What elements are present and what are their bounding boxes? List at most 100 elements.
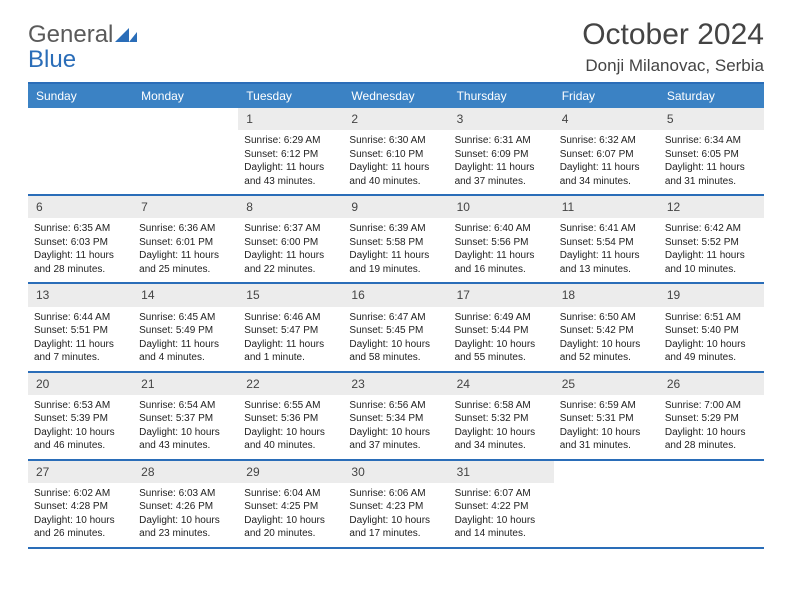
day-label: Monday: [133, 84, 238, 108]
day-cell: 8Sunrise: 6:37 AMSunset: 6:00 PMDaylight…: [238, 196, 343, 282]
day-cell: 31Sunrise: 6:07 AMSunset: 4:22 PMDayligh…: [449, 461, 554, 547]
sunset-text: Sunset: 5:51 PM: [34, 324, 127, 338]
day-number: 19: [659, 284, 764, 306]
day-body: Sunrise: 6:06 AMSunset: 4:23 PMDaylight:…: [343, 483, 448, 547]
day-body: Sunrise: 6:59 AMSunset: 5:31 PMDaylight:…: [554, 395, 659, 459]
day-body: Sunrise: 6:42 AMSunset: 5:52 PMDaylight:…: [659, 218, 764, 282]
day-body: Sunrise: 6:30 AMSunset: 6:10 PMDaylight:…: [343, 130, 448, 194]
sunrise-text: Sunrise: 6:07 AM: [455, 487, 548, 501]
sunset-text: Sunset: 5:39 PM: [34, 412, 127, 426]
day-body: Sunrise: 6:47 AMSunset: 5:45 PMDaylight:…: [343, 307, 448, 371]
sunset-text: Sunset: 4:28 PM: [34, 500, 127, 514]
sunrise-text: Sunrise: 6:56 AM: [349, 399, 442, 413]
sunrise-text: Sunrise: 6:47 AM: [349, 311, 442, 325]
daylight-text: Daylight: 10 hours and 17 minutes.: [349, 514, 442, 541]
day-number: 4: [554, 108, 659, 130]
day-body: Sunrise: 6:36 AMSunset: 6:01 PMDaylight:…: [133, 218, 238, 282]
sunrise-text: Sunrise: 6:42 AM: [665, 222, 758, 236]
logo-mark-icon: [115, 22, 137, 47]
sunset-text: Sunset: 5:45 PM: [349, 324, 442, 338]
day-number: 15: [238, 284, 343, 306]
day-body: Sunrise: 6:51 AMSunset: 5:40 PMDaylight:…: [659, 307, 764, 371]
calendar-week: 20Sunrise: 6:53 AMSunset: 5:39 PMDayligh…: [28, 373, 764, 461]
day-cell: 14Sunrise: 6:45 AMSunset: 5:49 PMDayligh…: [133, 284, 238, 370]
day-cell: [554, 461, 659, 547]
day-number: 26: [659, 373, 764, 395]
location-label: Donji Milanovac, Serbia: [582, 56, 764, 76]
sunrise-text: Sunrise: 6:02 AM: [34, 487, 127, 501]
day-number: 22: [238, 373, 343, 395]
sunrise-text: Sunrise: 6:36 AM: [139, 222, 232, 236]
day-cell: 3Sunrise: 6:31 AMSunset: 6:09 PMDaylight…: [449, 108, 554, 194]
day-cell: 24Sunrise: 6:58 AMSunset: 5:32 PMDayligh…: [449, 373, 554, 459]
daylight-text: Daylight: 10 hours and 58 minutes.: [349, 338, 442, 365]
daylight-text: Daylight: 11 hours and 25 minutes.: [139, 249, 232, 276]
daylight-text: Daylight: 10 hours and 28 minutes.: [665, 426, 758, 453]
daylight-text: Daylight: 10 hours and 40 minutes.: [244, 426, 337, 453]
sunrise-text: Sunrise: 6:39 AM: [349, 222, 442, 236]
daylight-text: Daylight: 11 hours and 31 minutes.: [665, 161, 758, 188]
sunset-text: Sunset: 6:07 PM: [560, 148, 653, 162]
daylight-text: Daylight: 10 hours and 43 minutes.: [139, 426, 232, 453]
sunrise-text: Sunrise: 6:31 AM: [455, 134, 548, 148]
daylight-text: Daylight: 11 hours and 1 minute.: [244, 338, 337, 365]
day-body: Sunrise: 6:04 AMSunset: 4:25 PMDaylight:…: [238, 483, 343, 547]
day-number: 21: [133, 373, 238, 395]
sunset-text: Sunset: 4:25 PM: [244, 500, 337, 514]
day-body: Sunrise: 6:58 AMSunset: 5:32 PMDaylight:…: [449, 395, 554, 459]
day-number: [133, 108, 238, 130]
day-cell: 11Sunrise: 6:41 AMSunset: 5:54 PMDayligh…: [554, 196, 659, 282]
day-number: 18: [554, 284, 659, 306]
page-title: October 2024: [582, 18, 764, 52]
daylight-text: Daylight: 10 hours and 46 minutes.: [34, 426, 127, 453]
logo: General Blue: [28, 22, 137, 72]
day-cell: 13Sunrise: 6:44 AMSunset: 5:51 PMDayligh…: [28, 284, 133, 370]
day-number: 20: [28, 373, 133, 395]
day-cell: [28, 108, 133, 194]
day-number: 6: [28, 196, 133, 218]
daylight-text: Daylight: 11 hours and 40 minutes.: [349, 161, 442, 188]
sunrise-text: Sunrise: 6:51 AM: [665, 311, 758, 325]
day-cell: 29Sunrise: 6:04 AMSunset: 4:25 PMDayligh…: [238, 461, 343, 547]
sunset-text: Sunset: 4:26 PM: [139, 500, 232, 514]
day-cell: 1Sunrise: 6:29 AMSunset: 6:12 PMDaylight…: [238, 108, 343, 194]
day-number: 31: [449, 461, 554, 483]
day-cell: 30Sunrise: 6:06 AMSunset: 4:23 PMDayligh…: [343, 461, 448, 547]
day-number: 1: [238, 108, 343, 130]
sunset-text: Sunset: 5:29 PM: [665, 412, 758, 426]
day-number: 10: [449, 196, 554, 218]
day-cell: 26 Sunrise: 7:00 AMSunset: 5:29 PMDayligh…: [659, 373, 764, 459]
daylight-text: Daylight: 11 hours and 28 minutes.: [34, 249, 127, 276]
day-number: 23: [343, 373, 448, 395]
sunset-text: Sunset: 6:05 PM: [665, 148, 758, 162]
sunrise-text: Sunrise: 6:58 AM: [455, 399, 548, 413]
day-number: 14: [133, 284, 238, 306]
day-body: Sunrise: 6:34 AMSunset: 6:05 PMDaylight:…: [659, 130, 764, 194]
calendar-week: 27Sunrise: 6:02 AMSunset: 4:28 PMDayligh…: [28, 461, 764, 549]
day-number: 25: [554, 373, 659, 395]
sunset-text: Sunset: 5:56 PM: [455, 236, 548, 250]
daylight-text: Daylight: 10 hours and 34 minutes.: [455, 426, 548, 453]
daylight-text: Daylight: 10 hours and 14 minutes.: [455, 514, 548, 541]
sunrise-text: Sunrise: 6:03 AM: [139, 487, 232, 501]
day-cell: 19Sunrise: 6:51 AMSunset: 5:40 PMDayligh…: [659, 284, 764, 370]
sunrise-text: Sunrise: 7:00 AM: [665, 399, 758, 413]
sunrise-text: Sunrise: 6:46 AM: [244, 311, 337, 325]
sunset-text: Sunset: 6:00 PM: [244, 236, 337, 250]
sunset-text: Sunset: 5:34 PM: [349, 412, 442, 426]
sunset-text: Sunset: 6:03 PM: [34, 236, 127, 250]
daylight-text: Daylight: 10 hours and 26 minutes.: [34, 514, 127, 541]
daylight-text: Daylight: 11 hours and 13 minutes.: [560, 249, 653, 276]
daylight-text: Daylight: 11 hours and 19 minutes.: [349, 249, 442, 276]
sunrise-text: Sunrise: 6:06 AM: [349, 487, 442, 501]
sunrise-text: Sunrise: 6:40 AM: [455, 222, 548, 236]
day-cell: 15Sunrise: 6:46 AMSunset: 5:47 PMDayligh…: [238, 284, 343, 370]
sunrise-text: Sunrise: 6:34 AM: [665, 134, 758, 148]
day-cell: 23Sunrise: 6:56 AMSunset: 5:34 PMDayligh…: [343, 373, 448, 459]
day-cell: 20Sunrise: 6:53 AMSunset: 5:39 PMDayligh…: [28, 373, 133, 459]
sunrise-text: Sunrise: 6:29 AM: [244, 134, 337, 148]
day-body: Sunrise: 6:37 AMSunset: 6:00 PMDaylight:…: [238, 218, 343, 282]
sunrise-text: Sunrise: 6:41 AM: [560, 222, 653, 236]
day-body: Sunrise: 6:07 AMSunset: 4:22 PMDaylight:…: [449, 483, 554, 547]
daylight-text: Daylight: 11 hours and 34 minutes.: [560, 161, 653, 188]
